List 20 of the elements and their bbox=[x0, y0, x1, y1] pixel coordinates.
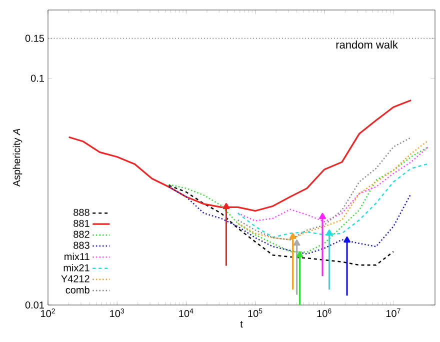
x-tick-label: 10$^{5}$ bbox=[248, 308, 262, 318]
x-tick-label: 10$^{2}$ bbox=[41, 308, 55, 318]
legend-label: 883 bbox=[74, 242, 90, 249]
y-tick-label: 0.1 bbox=[30, 74, 44, 82]
legend-label: 888 bbox=[74, 208, 90, 216]
legend-label: Y4212 bbox=[61, 275, 90, 282]
x-tick-label: 10$^{4}$ bbox=[179, 308, 194, 318]
x-axis-title: t bbox=[240, 321, 243, 328]
ref-line-label: random walk bbox=[336, 40, 398, 49]
x-tick-label: 10$^{3}$ bbox=[110, 308, 124, 318]
y-axis-title: Asphericity A bbox=[12, 128, 22, 187]
legend-label: 882 bbox=[74, 230, 90, 238]
legend-label: mix21 bbox=[64, 264, 90, 272]
y-tick-label: 0.15 bbox=[25, 34, 44, 42]
legend-label: mix11 bbox=[64, 252, 90, 260]
x-tick-label: 10$^{7}$ bbox=[386, 308, 400, 318]
x-tick-label: 10$^{6}$ bbox=[317, 308, 332, 318]
y-tick-label: 0.01 bbox=[25, 301, 44, 309]
legend-label: 881 bbox=[74, 220, 90, 227]
legend-label: comb bbox=[66, 286, 90, 294]
